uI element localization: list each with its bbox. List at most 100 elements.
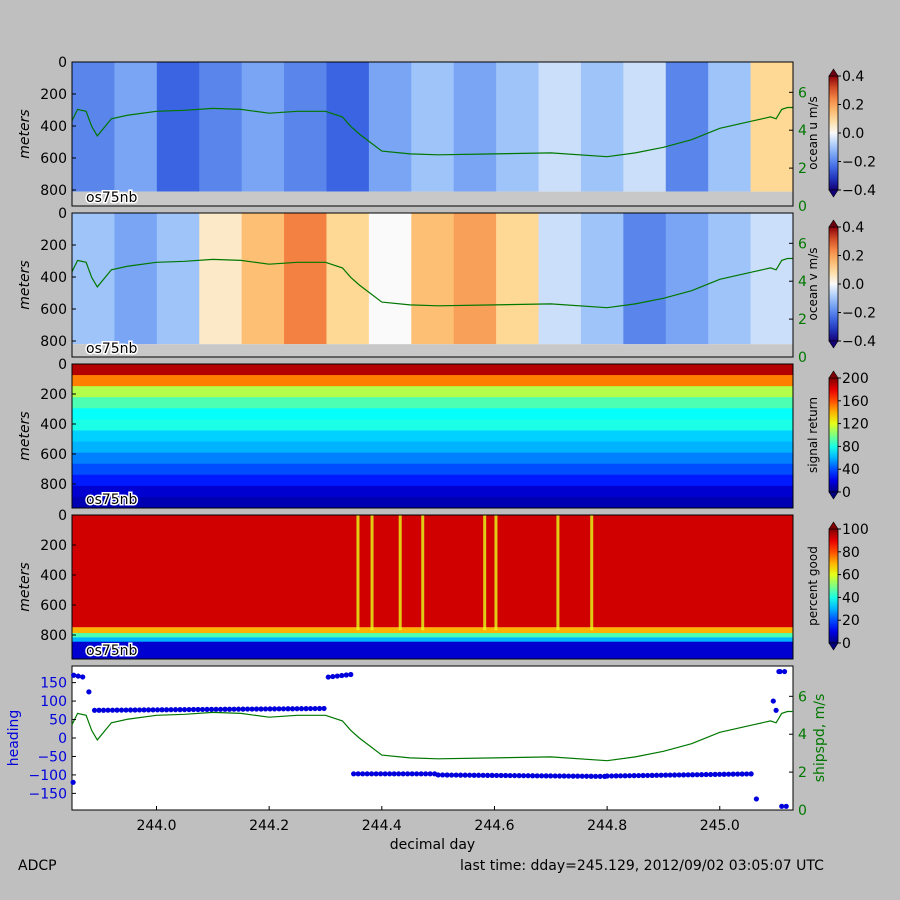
heading-point bbox=[627, 773, 633, 779]
heading-tick-label: 50 bbox=[49, 713, 67, 729]
heading-point bbox=[271, 706, 278, 712]
signal-band bbox=[72, 463, 793, 476]
colorbar-label: ocean v m/s bbox=[806, 248, 820, 321]
heading-point bbox=[316, 705, 323, 712]
panel-signal-return: 0200400600800meters20016012080400signal … bbox=[17, 357, 869, 510]
heading-point bbox=[435, 772, 441, 778]
heading-axis-label: heading bbox=[6, 710, 22, 767]
heading-point bbox=[440, 772, 446, 778]
heading-point bbox=[339, 672, 345, 679]
heading-tick-label: −150 bbox=[29, 786, 67, 802]
heading-point bbox=[364, 771, 370, 777]
heading-point bbox=[177, 707, 183, 713]
y-tick-label: 600 bbox=[40, 598, 67, 614]
right-y-tick-label: 4 bbox=[798, 274, 807, 290]
heading-point bbox=[663, 772, 669, 778]
shipspd-line bbox=[71, 106, 793, 158]
heading-point bbox=[100, 707, 107, 713]
heading-point bbox=[132, 707, 138, 713]
y-tick-label: 600 bbox=[40, 302, 67, 318]
heading-point bbox=[534, 773, 540, 779]
heading-point bbox=[609, 773, 615, 779]
heading-point bbox=[453, 772, 459, 778]
percent-good-band bbox=[72, 633, 793, 638]
heading-point bbox=[467, 772, 473, 778]
heading-point bbox=[235, 706, 242, 712]
heading-point bbox=[735, 771, 741, 777]
heading-point bbox=[739, 771, 745, 777]
percent-good-streak bbox=[421, 515, 425, 631]
heading-point bbox=[378, 771, 384, 777]
heading-point bbox=[721, 771, 727, 777]
heading-point bbox=[783, 803, 789, 809]
heading-point bbox=[258, 706, 264, 712]
y-tick-label: 200 bbox=[40, 387, 67, 403]
heading-point bbox=[685, 772, 691, 778]
heading-point bbox=[654, 772, 660, 778]
heading-point bbox=[480, 772, 486, 778]
heading-point bbox=[409, 771, 415, 777]
heading-point bbox=[298, 706, 305, 712]
signal-band bbox=[72, 408, 793, 420]
instrument-label: os75nb bbox=[86, 190, 138, 206]
y-axis-label: meters bbox=[17, 109, 33, 158]
velocity-cell bbox=[411, 213, 455, 345]
velocity-cell bbox=[496, 213, 540, 345]
footer-last-time: last time: dday=245.129, 2012/09/02 03:0… bbox=[460, 858, 824, 874]
velocity-cell bbox=[665, 62, 709, 192]
colorbar-extend-top bbox=[828, 68, 839, 77]
colorbar-extend-top bbox=[828, 370, 839, 379]
y-tick-label: 200 bbox=[40, 538, 67, 554]
heading-point bbox=[80, 674, 86, 680]
heading-point bbox=[712, 771, 718, 777]
percent-good-streak bbox=[356, 515, 360, 631]
colorbar bbox=[828, 377, 839, 493]
footer-left-label: ADCP bbox=[18, 858, 57, 874]
signal-band bbox=[72, 474, 793, 487]
colorbar-tick-label: 0.2 bbox=[842, 98, 864, 114]
x-tick-label: 244.6 bbox=[474, 818, 514, 834]
heading-point bbox=[557, 773, 563, 779]
y-tick-label: 0 bbox=[58, 508, 67, 524]
y-tick-label: 400 bbox=[40, 270, 67, 286]
shipspd-tick-label: 0 bbox=[798, 803, 807, 819]
velocity-cell bbox=[453, 62, 497, 192]
heading-point bbox=[114, 707, 120, 713]
colorbar-tick-label: 40 bbox=[842, 462, 860, 478]
heading-point bbox=[530, 773, 536, 779]
x-tick-label: 244.2 bbox=[249, 818, 289, 834]
heading-point bbox=[96, 707, 102, 713]
heading-point bbox=[267, 706, 273, 712]
heading-point bbox=[636, 772, 642, 779]
heading-point bbox=[604, 773, 610, 779]
panel-heading: 150 100 50 0 −50 −100 −150 heading 6 4 2 0 shipspd, … bbox=[6, 665, 828, 853]
velocity-cell bbox=[72, 62, 115, 192]
colorbar-tick-label: 40 bbox=[842, 590, 860, 606]
signal-band bbox=[72, 386, 793, 398]
heading-point bbox=[213, 706, 219, 712]
right-y-tick-label: 2 bbox=[798, 161, 807, 177]
heading-point bbox=[382, 771, 388, 777]
x-axis-label: decimal day bbox=[390, 837, 475, 853]
colorbar-label: percent good bbox=[806, 546, 820, 626]
heading-point bbox=[190, 706, 197, 713]
heading-point bbox=[343, 672, 349, 678]
heading-point bbox=[109, 707, 116, 713]
colorbar bbox=[828, 528, 839, 644]
heading-point bbox=[373, 771, 379, 777]
velocity-cell bbox=[580, 213, 624, 345]
heading-point bbox=[199, 706, 206, 713]
velocity-cell bbox=[623, 62, 667, 192]
y-tick-label: 400 bbox=[40, 568, 67, 584]
heading-point bbox=[276, 706, 282, 712]
heading-point bbox=[253, 706, 260, 712]
velocity-cell bbox=[156, 62, 200, 192]
heading-tick-label: −100 bbox=[29, 768, 67, 784]
shipspd-line bbox=[71, 710, 793, 762]
heading-point bbox=[91, 707, 98, 713]
heading-point bbox=[186, 706, 192, 713]
instrument-label: os75nb bbox=[86, 492, 138, 508]
shipspd-tick-label: 2 bbox=[798, 765, 807, 781]
colorbar-tick-label: 120 bbox=[842, 417, 869, 433]
